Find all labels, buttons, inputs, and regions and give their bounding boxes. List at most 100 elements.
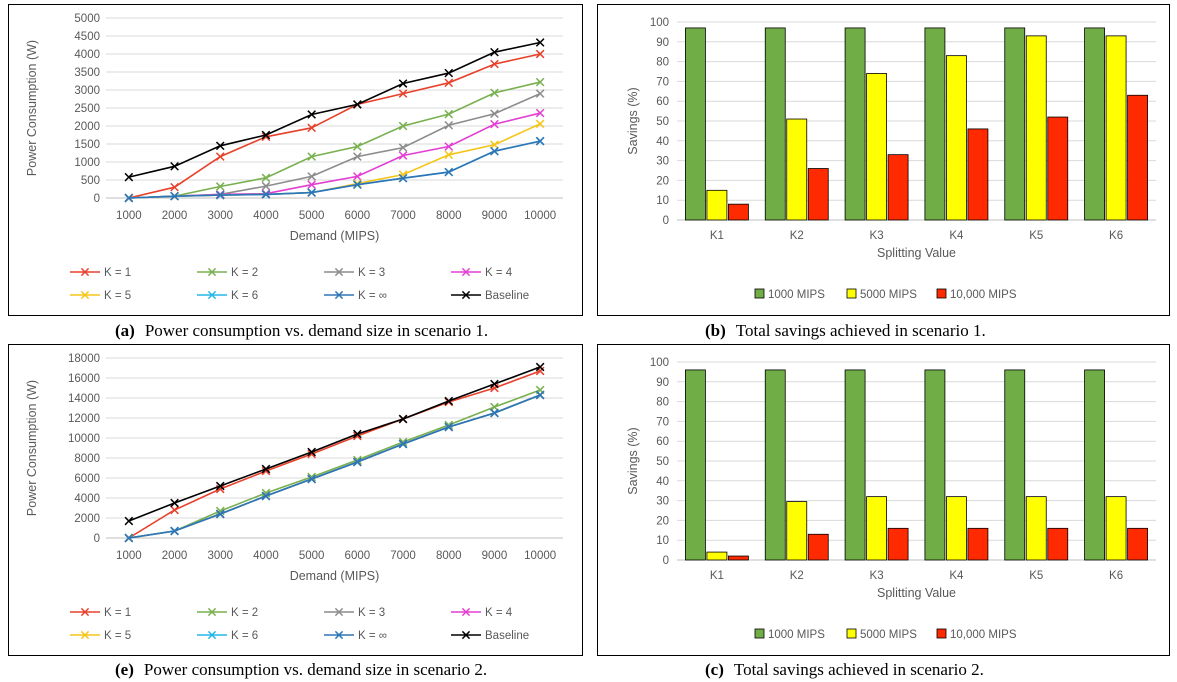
y-tick-label: 16000: [68, 373, 100, 385]
data-point-k-3: [307, 172, 316, 181]
x-tick-label: 10000: [524, 550, 556, 562]
x-tick-label: K3: [870, 570, 884, 582]
y-tick-label: 10: [656, 535, 669, 547]
bar-k3-1000-mips: [844, 27, 866, 221]
y-tick-label: 20: [656, 175, 669, 187]
legend-item-1000-mips: 1000 MIPS: [754, 288, 825, 301]
caption-text: Total savings achieved in scenario 1.: [735, 321, 986, 340]
y-axis-label: Savings (%): [626, 427, 640, 494]
y-tick-label: 10000: [68, 433, 100, 445]
legend-label: K = 3: [358, 267, 385, 279]
data-point-k-inf: [307, 188, 316, 197]
y-tick-label: 2000: [74, 513, 100, 525]
data-point-k-3: [261, 181, 271, 191]
data-point-baseline: [307, 110, 316, 119]
legend-item-k-inf: K = ∞: [324, 290, 387, 302]
y-tick-label: 10: [656, 195, 669, 207]
bar-k6-5000-mips: [1105, 496, 1127, 561]
y-tick-label: 100: [650, 357, 669, 369]
data-point-k-4: [353, 172, 362, 181]
data-point-k-inf: [398, 173, 408, 183]
legend-label: 5000 MIPS: [860, 289, 917, 301]
legend-label: K = 5: [104, 630, 131, 642]
x-tick-label: 4000: [253, 550, 279, 562]
data-point-baseline: [124, 516, 134, 526]
data-point-k-1: [170, 505, 179, 515]
y-tick-label: 50: [656, 456, 669, 468]
data-point-k-4: [535, 108, 545, 118]
data-point-k-inf: [170, 191, 179, 201]
legend-item-k-inf: K = ∞: [324, 630, 387, 642]
data-point-baseline: [353, 100, 362, 109]
y-tick-label: 4000: [74, 493, 100, 505]
x-axis-label: Demand (MIPS): [290, 569, 380, 583]
bar-k1-10-000-mips: [728, 555, 749, 561]
bar-k2-10-000-mips: [807, 533, 829, 561]
data-point-k-inf: [124, 193, 134, 203]
bar-k3-10-000-mips: [887, 154, 909, 221]
caption-text: Total savings achieved in scenario 2.: [733, 660, 984, 679]
y-tick-label: 0: [94, 193, 100, 205]
data-point-k-inf: [261, 190, 271, 199]
bar-k6-1000-mips: [1084, 369, 1105, 561]
data-point-k-1: [170, 182, 179, 192]
bar-k6-1000-mips: [1084, 27, 1105, 221]
data-point-k-inf: [261, 491, 271, 501]
data-point-k-inf: [353, 180, 362, 190]
legend-item-k-5: K = 5: [70, 630, 131, 642]
x-tick-label: 5000: [299, 550, 325, 562]
bar-k2-1000-mips: [764, 369, 786, 561]
y-tick-label: 0: [663, 555, 669, 567]
x-tick-label: 7000: [390, 210, 416, 222]
y-tick-label: 70: [656, 416, 669, 428]
data-point-k-4: [307, 180, 316, 190]
legend-label: Baseline: [485, 290, 529, 302]
x-tick-label: 10000: [524, 210, 556, 222]
data-point-k-5: [444, 150, 454, 160]
data-point-k-1: [444, 78, 454, 88]
x-tick-label: 1000: [116, 210, 142, 222]
bar-chart-scenario-2: 0 10 20 30 40 50 60 70 80 90 100 K1 K2 K3 K4 K5 K6 Splitt…: [597, 344, 1170, 656]
legend-label: 1000 MIPS: [768, 629, 825, 641]
legend-label: 10,000 MIPS: [950, 289, 1017, 301]
data-point-baseline: [444, 68, 454, 78]
series-line-k-2: [128, 389, 541, 539]
legend-label: K = 1: [104, 267, 131, 279]
legend-label: K = ∞: [358, 290, 387, 302]
data-point-k-1: [307, 123, 316, 133]
legend-item-k-1: K = 1: [70, 607, 131, 619]
bar-chart-svg: 0 10 20 30 40 50 60 70 80 90 100 K1 K2 K3 K4 K5 K6 Splitt…: [597, 344, 1170, 656]
bar-k5-5000-mips: [1025, 496, 1047, 561]
y-axis-label: Power Consumption (W): [25, 380, 39, 516]
y-tick-label: 4000: [74, 49, 100, 61]
y-tick-label: 40: [656, 136, 669, 148]
bar-k1-1000-mips: [685, 27, 706, 221]
y-tick-label: 30: [656, 496, 669, 508]
legend-item-k-2: K = 2: [197, 267, 258, 279]
y-tick-label: 5000: [74, 13, 100, 25]
legend-label: 1000 MIPS: [768, 289, 825, 301]
y-tick-label: 2500: [74, 103, 100, 115]
y-axis-label: Savings (%): [626, 87, 640, 154]
x-tick-label: K4: [949, 570, 964, 582]
data-point-baseline: [261, 130, 271, 140]
x-tick-label: 3000: [207, 210, 233, 222]
data-point-baseline: [353, 429, 362, 439]
legend-label: K = 4: [485, 607, 513, 619]
data-point-k-5: [353, 179, 362, 188]
caption-text: Power consumption vs. demand size in sce…: [144, 321, 489, 340]
legend-label: K = 1: [104, 607, 131, 619]
legend-label: K = 3: [358, 607, 385, 619]
legend-label: K = 4: [485, 267, 513, 279]
data-point-k-2: [444, 109, 454, 119]
data-point-k-3: [398, 143, 408, 152]
bar-k4-5000-mips: [946, 55, 967, 221]
bar-k3-1000-mips: [844, 369, 866, 561]
data-point-k-3: [490, 109, 499, 119]
series-line-k-inf: [128, 140, 541, 199]
data-point-k-inf: [490, 408, 499, 418]
y-tick-label: 3000: [74, 85, 100, 97]
x-tick-label: 9000: [482, 550, 508, 562]
data-point-k-1: [535, 49, 545, 59]
x-tick-label: 5000: [299, 210, 325, 222]
